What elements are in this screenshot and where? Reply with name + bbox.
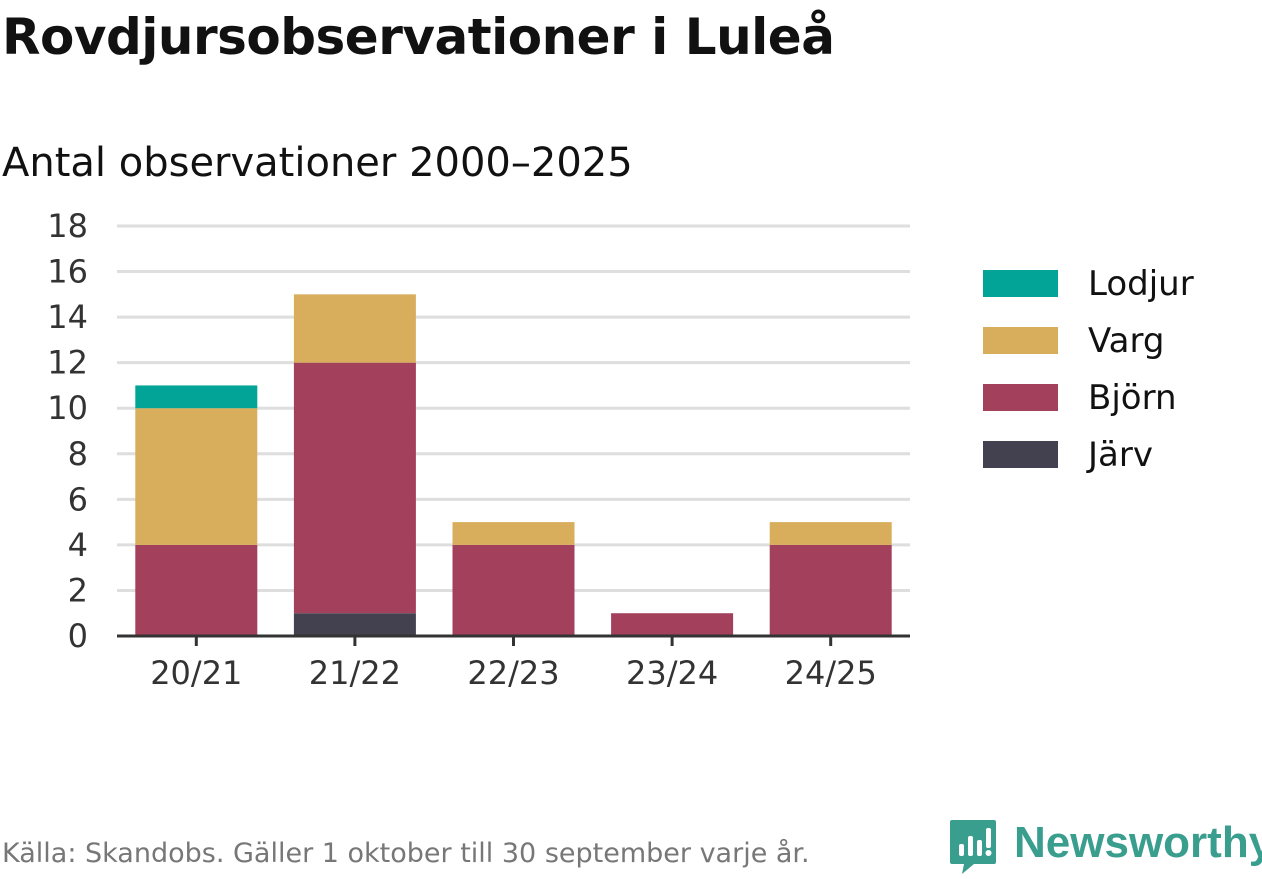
x-tick-label: 22/23 xyxy=(467,654,559,692)
bar-segment-björn xyxy=(293,362,416,614)
legend-swatch-lodjur xyxy=(983,270,1058,297)
x-tick-label: 24/25 xyxy=(785,654,877,692)
legend-label-järv: Järv xyxy=(1086,435,1153,475)
legend-label-björn: Björn xyxy=(1088,378,1177,418)
chart-title: Rovdjursobservationer i Luleå xyxy=(2,8,835,66)
bar-segment-björn xyxy=(611,613,734,636)
y-tick-label: 6 xyxy=(68,480,88,518)
y-axis-ticks: 0 2 4 6 8 10 12 14 16 18 xyxy=(47,207,88,655)
x-axis: 20/21 21/22 22/23 23/24 24/25 xyxy=(117,634,910,692)
y-tick-label: 2 xyxy=(68,571,88,609)
bar-segment-varg xyxy=(769,522,892,545)
bar-segment-björn xyxy=(135,544,258,636)
y-tick-label: 14 xyxy=(47,298,88,336)
legend-swatch-björn xyxy=(983,384,1058,411)
chart-subtitle: Antal observationer 2000–2025 xyxy=(2,140,633,186)
y-tick-label: 8 xyxy=(68,435,88,473)
bars xyxy=(135,294,892,636)
y-tick-label: 0 xyxy=(68,617,88,655)
x-tick-label: 23/24 xyxy=(626,654,718,692)
legend-swatch-järv xyxy=(983,441,1058,468)
legend-swatch-varg xyxy=(983,327,1058,354)
bar-segment-varg xyxy=(452,522,575,545)
y-tick-label: 12 xyxy=(47,344,88,382)
source-note: Källa: Skandobs. Gäller 1 oktober till 3… xyxy=(2,838,810,869)
newsworthy-logo: Newsworthy xyxy=(948,818,1262,876)
newsworthy-logo-text: Newsworthy xyxy=(1014,818,1262,867)
bar-segment-varg xyxy=(293,294,416,363)
y-tick-label: 18 xyxy=(47,207,88,245)
legend: Lodjur Varg Björn Järv xyxy=(983,264,1194,475)
legend-label-varg: Varg xyxy=(1088,321,1164,361)
bar-segment-järv xyxy=(293,613,416,636)
x-tick-label: 21/22 xyxy=(309,654,401,692)
bar-segment-björn xyxy=(769,544,892,636)
legend-label-lodjur: Lodjur xyxy=(1088,264,1194,304)
y-tick-label: 4 xyxy=(68,526,88,564)
bar-segment-lodjur xyxy=(135,385,258,409)
y-tick-label: 16 xyxy=(47,253,88,291)
newsworthy-logo-icon xyxy=(950,820,996,874)
x-tick-label: 20/21 xyxy=(150,654,242,692)
y-tick-label: 10 xyxy=(47,389,88,427)
bar-segment-björn xyxy=(452,544,575,636)
bar-segment-varg xyxy=(135,408,258,545)
